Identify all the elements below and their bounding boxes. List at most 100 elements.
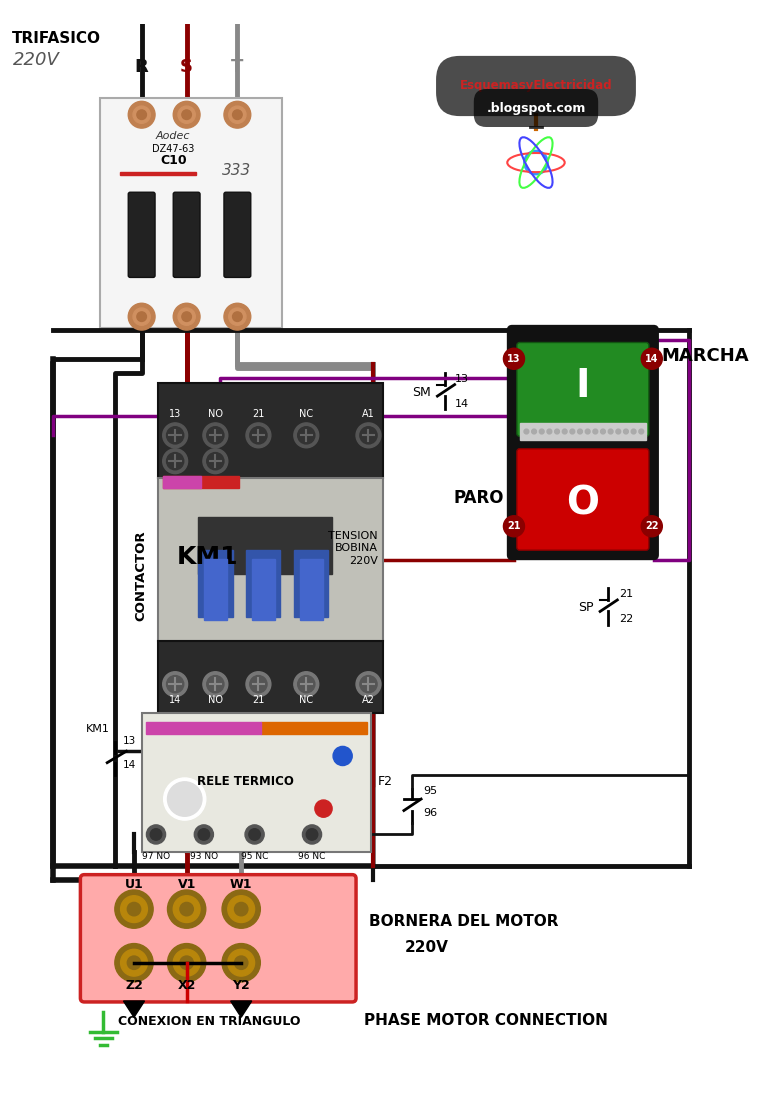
Circle shape <box>128 101 155 129</box>
Circle shape <box>503 516 524 537</box>
Text: 21: 21 <box>252 409 264 419</box>
Text: Aodec: Aodec <box>156 131 191 141</box>
Circle shape <box>166 452 184 470</box>
Bar <box>163 477 201 488</box>
Circle shape <box>235 903 248 916</box>
Text: Z2: Z2 <box>125 978 143 991</box>
Text: A2: A2 <box>362 695 375 705</box>
Text: 14: 14 <box>645 354 659 364</box>
Bar <box>198 517 332 574</box>
Text: O: O <box>566 485 600 522</box>
Circle shape <box>178 308 195 325</box>
Circle shape <box>166 675 184 693</box>
Circle shape <box>229 106 246 123</box>
FancyBboxPatch shape <box>158 478 383 641</box>
Circle shape <box>133 106 150 123</box>
Text: TENSION
BOBINA
220V: TENSION BOBINA 220V <box>328 531 378 566</box>
Circle shape <box>163 423 188 448</box>
Circle shape <box>228 896 255 923</box>
Circle shape <box>180 903 193 916</box>
Circle shape <box>641 348 662 369</box>
Text: 220V: 220V <box>405 940 448 955</box>
Circle shape <box>198 828 210 841</box>
Text: I: I <box>575 367 590 405</box>
Circle shape <box>150 828 162 841</box>
Circle shape <box>163 672 188 696</box>
Circle shape <box>562 429 567 434</box>
Text: X2: X2 <box>177 978 196 991</box>
Circle shape <box>166 427 184 444</box>
Circle shape <box>147 825 166 844</box>
Bar <box>520 423 646 440</box>
Text: 14: 14 <box>454 399 469 409</box>
Circle shape <box>173 949 200 976</box>
Circle shape <box>133 308 150 325</box>
Circle shape <box>639 429 644 434</box>
Circle shape <box>233 110 242 120</box>
Text: 14: 14 <box>122 761 136 771</box>
Text: T: T <box>231 59 243 77</box>
Text: F2: F2 <box>378 775 392 787</box>
Text: RELE TERMICO: RELE TERMICO <box>197 775 293 788</box>
Circle shape <box>121 949 147 976</box>
Circle shape <box>616 429 621 434</box>
Circle shape <box>623 429 629 434</box>
Circle shape <box>207 427 224 444</box>
Circle shape <box>585 429 590 434</box>
Circle shape <box>182 110 192 120</box>
Text: NO: NO <box>207 409 223 419</box>
Circle shape <box>229 308 246 325</box>
Circle shape <box>203 672 228 696</box>
Circle shape <box>356 672 381 696</box>
FancyBboxPatch shape <box>508 326 657 559</box>
Circle shape <box>173 896 200 923</box>
Circle shape <box>600 429 606 434</box>
Text: SM: SM <box>412 386 431 399</box>
Text: NO: NO <box>207 695 223 705</box>
Circle shape <box>203 423 228 448</box>
Text: EsquemasyElectricidad: EsquemasyElectricidad <box>460 80 613 92</box>
FancyBboxPatch shape <box>517 343 649 436</box>
Circle shape <box>298 675 315 693</box>
Bar <box>119 172 196 175</box>
Bar <box>147 722 261 734</box>
Text: Y2: Y2 <box>233 978 250 991</box>
Circle shape <box>127 956 141 969</box>
Circle shape <box>356 423 381 448</box>
Polygon shape <box>231 1001 252 1017</box>
FancyBboxPatch shape <box>158 641 383 713</box>
Text: A1: A1 <box>362 409 375 419</box>
Circle shape <box>524 429 529 434</box>
Circle shape <box>250 427 267 444</box>
Text: 95: 95 <box>423 786 437 796</box>
Text: KM1: KM1 <box>177 546 239 569</box>
Circle shape <box>137 110 147 120</box>
Circle shape <box>167 944 206 981</box>
Circle shape <box>245 825 264 844</box>
Text: 21: 21 <box>507 521 521 531</box>
Circle shape <box>578 429 582 434</box>
Bar <box>294 550 328 618</box>
Text: MARCHA: MARCHA <box>661 347 749 365</box>
Circle shape <box>178 106 195 123</box>
Text: NC: NC <box>299 409 313 419</box>
Text: 22: 22 <box>619 614 634 624</box>
Text: KM1: KM1 <box>86 724 110 734</box>
Text: W1: W1 <box>230 878 252 891</box>
Text: SP: SP <box>578 601 594 614</box>
Circle shape <box>235 956 248 969</box>
Circle shape <box>249 828 261 841</box>
Circle shape <box>163 449 188 474</box>
Text: U1: U1 <box>125 878 144 891</box>
FancyBboxPatch shape <box>128 192 155 277</box>
Circle shape <box>167 782 202 816</box>
Circle shape <box>203 449 228 474</box>
Text: 333: 333 <box>222 163 252 179</box>
Text: 93 NO: 93 NO <box>190 853 218 862</box>
Circle shape <box>360 675 377 693</box>
Text: DZ47-63: DZ47-63 <box>152 144 195 154</box>
Circle shape <box>207 675 224 693</box>
Circle shape <box>195 825 214 844</box>
Circle shape <box>593 429 597 434</box>
Bar <box>204 559 226 620</box>
